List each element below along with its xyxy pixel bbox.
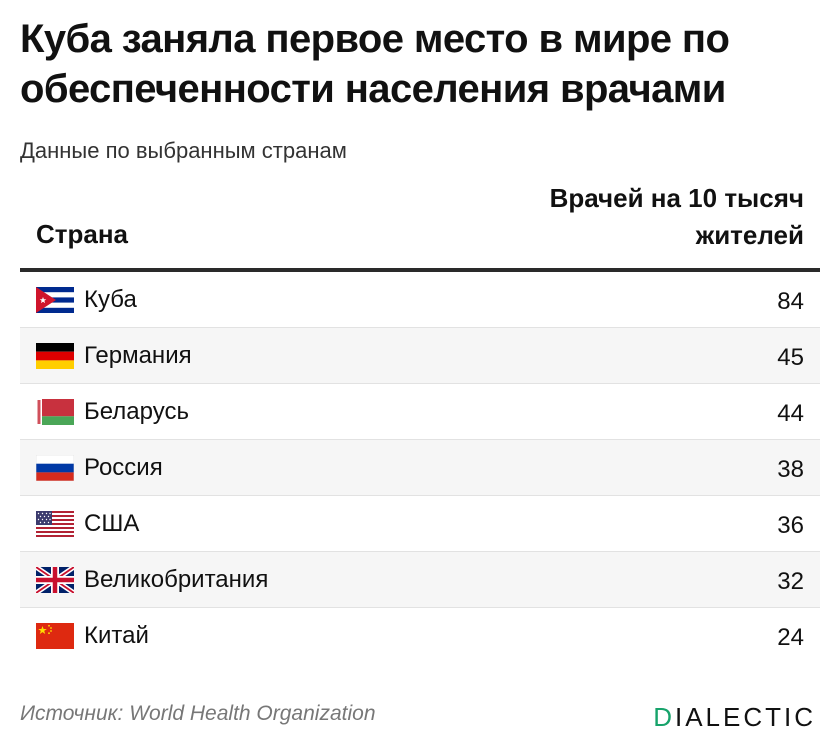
table-row: Беларусь 44 [20, 384, 820, 440]
doctors-value: 36 [777, 512, 804, 539]
dialectic-logo: DIALECTIC [653, 702, 816, 733]
doctors-value: 44 [777, 400, 804, 427]
data-table: Страна Врачей на 10 тысяч жителей Куба 8… [20, 178, 820, 663]
doctors-value: 45 [777, 344, 804, 371]
table-row: Куба 84 [20, 272, 820, 328]
table-row: Германия 45 [20, 328, 820, 384]
doctors-value: 24 [777, 624, 804, 651]
logo-rest: IALECTIC [674, 702, 816, 732]
germany-flag-icon [36, 343, 74, 369]
source-label: Источник: [20, 702, 124, 725]
source-name: World Health Organization [129, 702, 376, 725]
country-name: Китай [84, 622, 149, 649]
table-header: Страна Врачей на 10 тысяч жителей [20, 178, 820, 272]
belarus-flag-icon [36, 399, 74, 425]
column-header-value: Врачей на 10 тысяч жителей [549, 183, 804, 250]
country-name: Россия [84, 454, 163, 481]
russia-flag-icon [36, 455, 74, 481]
chart-subtitle: Данные по выбранным странам [20, 138, 347, 163]
chart-title: Куба заняла первое место в мире по обесп… [20, 17, 730, 111]
source-note: Источник: World Health Organization [20, 702, 376, 726]
usa-flag-icon [36, 511, 74, 537]
country-name: США [84, 510, 140, 537]
china-flag-icon [36, 623, 74, 649]
doctors-value: 38 [777, 456, 804, 483]
cuba-flag-icon [36, 287, 74, 313]
table-row: США 36 [20, 496, 820, 552]
logo-letter-d: D [653, 702, 675, 732]
doctors-value: 32 [777, 568, 804, 595]
table-row: Великобритания 32 [20, 552, 820, 608]
country-name: Великобритания [84, 566, 269, 593]
table-row: Китай 24 [20, 608, 820, 663]
table-row: Россия 38 [20, 440, 820, 496]
uk-flag-icon [36, 567, 74, 593]
country-name: Германия [84, 342, 192, 369]
country-name: Беларусь [84, 398, 189, 425]
doctors-value: 84 [777, 288, 804, 315]
country-name: Куба [84, 286, 137, 313]
column-header-country: Страна [36, 219, 129, 249]
